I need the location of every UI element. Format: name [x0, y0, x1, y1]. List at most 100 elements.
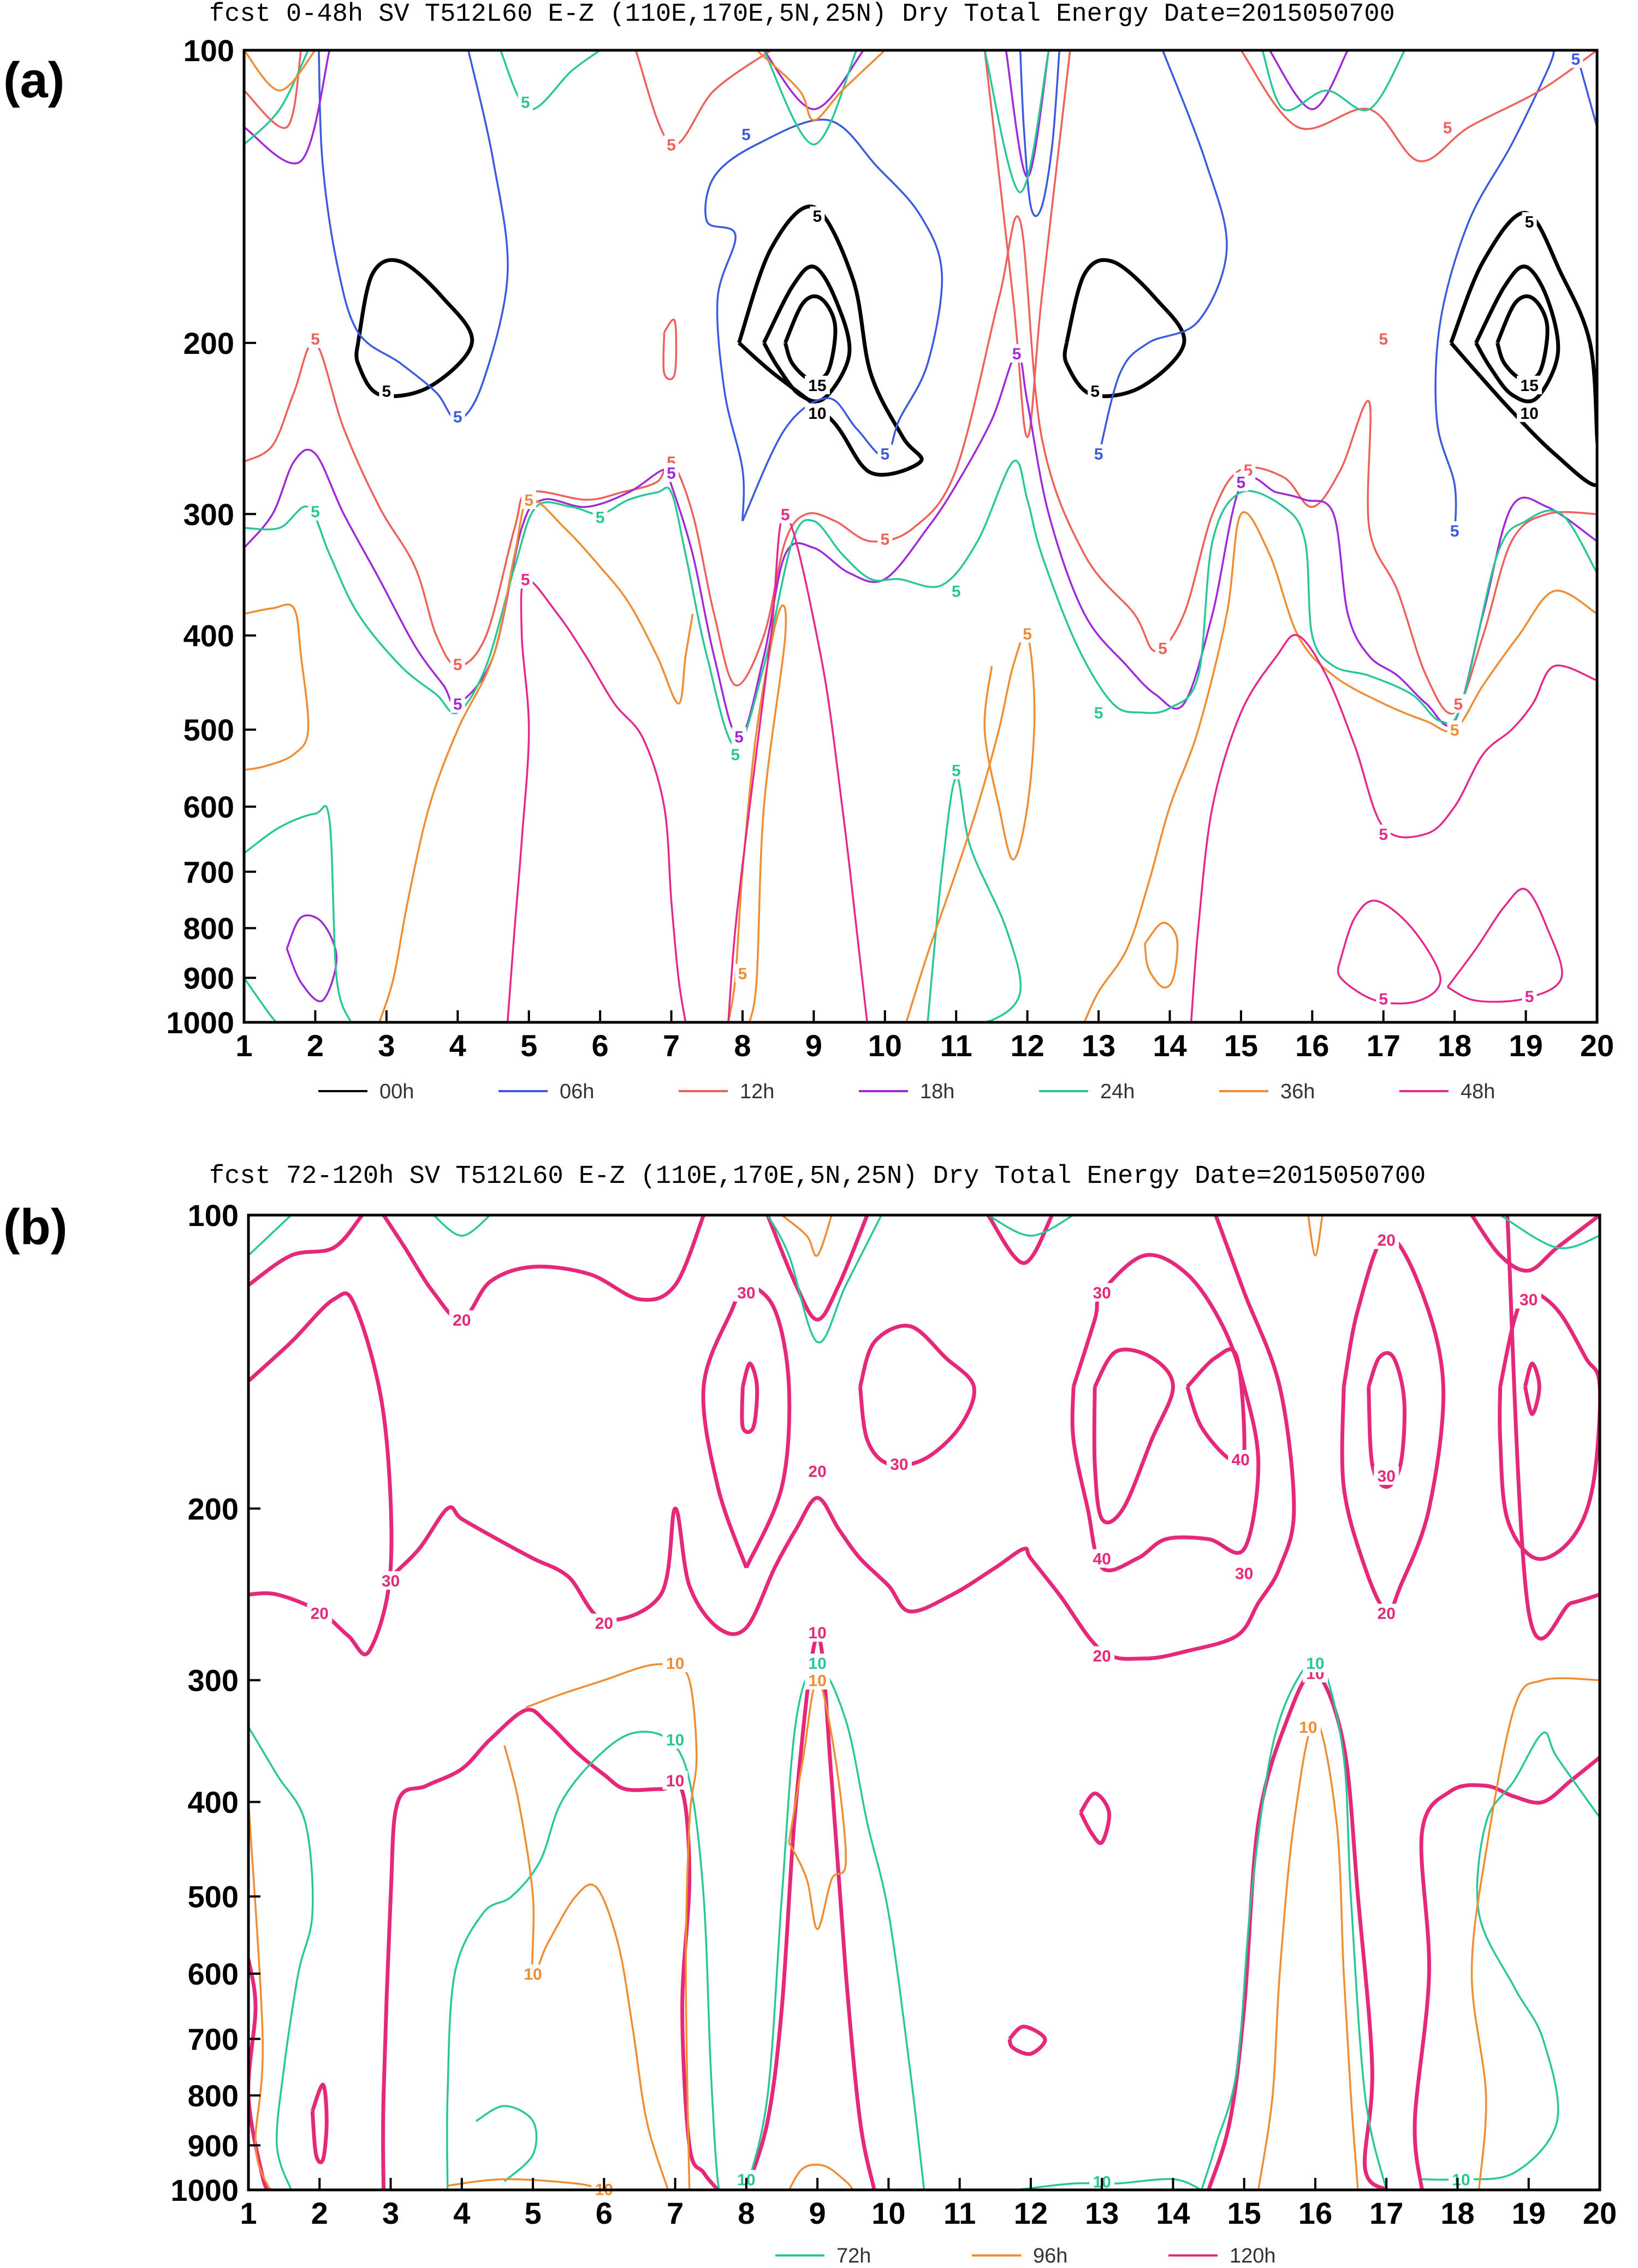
contour-label-24h: 5 [311, 503, 320, 521]
contour-label-bg [1522, 987, 1537, 1006]
contour-label-120h: 30 [890, 1456, 908, 1474]
contour-label-bg [877, 529, 893, 548]
contour-label-12h: 5 [667, 136, 676, 154]
x-tick-label: 5 [524, 2196, 541, 2230]
contour-label-bg [738, 125, 753, 144]
contour-label-06h: 5 [453, 408, 462, 426]
contour-72h-38 [432, 1215, 491, 1237]
x-tick-label: 12 [1014, 2196, 1048, 2230]
contour-18h-24 [1268, 50, 1349, 110]
legend-label-12h: 12h [740, 1080, 774, 1103]
contour-label-06h: 5 [1450, 523, 1459, 541]
contour-label-120h: 20 [808, 1462, 826, 1481]
contour-120h-20 [1207, 1671, 1388, 2190]
contour-label-bg [804, 376, 830, 395]
panel-tag-b: (b) [3, 1199, 68, 1255]
x-tick-label: 5 [520, 1028, 537, 1063]
contour-label-bg [1155, 638, 1170, 658]
contour-label-bg [1376, 825, 1391, 844]
y-tick-label: 1000 [170, 2173, 239, 2207]
x-tick-label: 16 [1295, 1028, 1329, 1063]
contour-96h-45 [788, 2163, 854, 2190]
y-tick-label: 200 [188, 1491, 239, 1526]
contour-label-18h: 5 [667, 465, 676, 483]
legend-label-120h: 120h [1230, 2245, 1276, 2267]
contour-120h-17 [1505, 1215, 1600, 1641]
contour-label-bg [1374, 1230, 1399, 1250]
contour-label-12h: 5 [1379, 330, 1388, 348]
contour-06h-8 [318, 50, 509, 421]
contour-120h-1 [248, 1291, 394, 1656]
contour-label-18h: 5 [1237, 473, 1246, 492]
contour-120h-7 [858, 1324, 976, 1468]
x-tick-label: 2 [311, 2196, 328, 2230]
contour-36h-42 [1144, 922, 1179, 988]
contour-120h-23 [310, 2082, 329, 2164]
y-tick-label: 700 [188, 2022, 239, 2057]
y-tick-label: 300 [188, 1663, 239, 1698]
contour-label-48h: 5 [1379, 990, 1388, 1008]
x-tick-label: 3 [382, 2196, 399, 2230]
x-tick-label: 7 [663, 1028, 680, 1063]
contour-00h-3 [783, 294, 838, 382]
contour-24h-27 [244, 50, 309, 145]
x-tick-label: 3 [378, 1028, 395, 1063]
legend-label-48h: 48h [1461, 1080, 1495, 1103]
contour-label-06h: 5 [1571, 50, 1581, 68]
x-tick-label: 11 [940, 1028, 972, 1063]
contour-label-120h: 30 [1520, 1291, 1538, 1309]
legend-label-06h: 06h [560, 1080, 594, 1103]
y-tick-label: 500 [183, 713, 234, 747]
contour-72h-35 [767, 1215, 882, 1343]
contour-label-48h: 5 [1379, 826, 1388, 844]
contour-label-bg [1089, 1646, 1115, 1665]
chart-title-b: fcst 72-120h SV T512L60 E-Z (110E,170E,5… [209, 1162, 1426, 1191]
contour-label-bg [591, 1613, 617, 1632]
contour-label-bg [1302, 1654, 1328, 1673]
contour-label-bg [1376, 989, 1391, 1008]
contour-72h-34 [248, 1215, 292, 1257]
contour-label-bg [778, 505, 793, 524]
contour-120h-12 [1340, 1234, 1446, 1614]
x-tick-label: 15 [1224, 1028, 1258, 1063]
contour-120h-18 [381, 1708, 720, 2190]
contour-36h-37 [727, 604, 787, 1022]
y-tick-label: 600 [188, 1957, 239, 1991]
contour-48h-46 [1337, 899, 1441, 1005]
contour-label-96h: 10 [524, 1965, 542, 1983]
contour-72h-26 [248, 1726, 314, 2190]
contour-36h-35 [244, 603, 310, 771]
y-tick-label: 600 [183, 790, 234, 824]
contour-24h-32 [244, 805, 352, 1022]
contour-label-bg [518, 92, 533, 111]
contour-72h-31 [1422, 1731, 1600, 2181]
contour-label-bg [520, 1964, 546, 1983]
contour-label-06h: 5 [880, 446, 889, 464]
contour-24h-29 [763, 50, 858, 146]
contour-label-bg [1447, 521, 1462, 540]
contour-label-bg [805, 1623, 830, 1642]
contour-label-bg [1228, 1449, 1254, 1468]
contour-label-bg [1568, 49, 1583, 68]
contour-label-120h: 20 [311, 1605, 329, 1623]
contour-label-120h: 30 [382, 1572, 400, 1590]
contour-label-bg [1089, 1549, 1115, 1568]
x-tick-label: 14 [1153, 1028, 1186, 1063]
contour-label-48h: 5 [1525, 988, 1534, 1006]
contour-label-bg [449, 1310, 474, 1329]
contour-00h-6 [1474, 264, 1560, 404]
contour-label-bg [1522, 212, 1537, 231]
contour-120h-6 [765, 1215, 869, 1322]
contour-120h-15 [1523, 1361, 1541, 1416]
y-tick-label: 800 [188, 2078, 239, 2113]
contour-label-96h: 10 [808, 1672, 826, 1690]
contour-24h-30 [983, 50, 1050, 193]
contour-label-bg [1295, 1718, 1321, 1737]
x-tick-label: 2 [307, 1028, 324, 1063]
contour-12h-18 [1240, 50, 1597, 162]
contour-12h-17 [983, 50, 1071, 439]
contour-label-12h: 5 [1443, 119, 1452, 137]
contour-120h-5 [740, 1361, 759, 1434]
contour-label-96h: 10 [1299, 1719, 1317, 1737]
contour-06h-9 [704, 119, 943, 522]
